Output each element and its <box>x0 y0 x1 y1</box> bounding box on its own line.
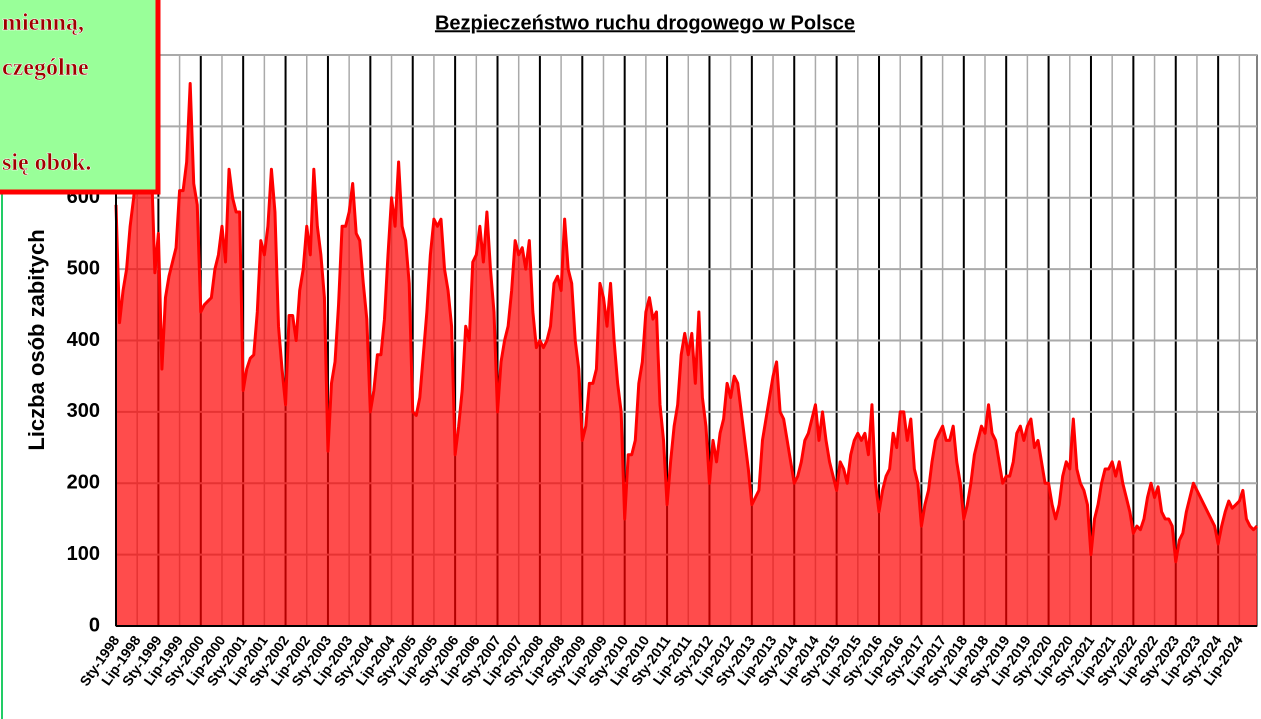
y-tick-label: 300 <box>67 400 100 422</box>
y-tick-label: 500 <box>67 257 100 279</box>
line <box>114 82 1259 564</box>
overlay-rect <box>0 0 161 195</box>
overlay-text: się obok. <box>2 150 91 176</box>
y-tick-label: 200 <box>67 472 100 494</box>
y-axis-label: Liczba osób zabitych <box>24 229 49 450</box>
y-tick-label: 400 <box>67 329 100 351</box>
overlay-text: mienną, <box>2 10 84 36</box>
y-tick-label: 0 <box>89 614 100 636</box>
y-tick-label: 100 <box>67 543 100 565</box>
chart-title: Bezpieczeństwo ruchu drogowego w Polsce <box>435 12 855 34</box>
plot-area: Sty-1998Lip-1998Sty-1999Lip-1999Sty-2000… <box>67 43 1259 689</box>
overlay-box: mienną, czególne się obok. <box>0 0 161 195</box>
overlay-text: czególne <box>2 55 89 81</box>
